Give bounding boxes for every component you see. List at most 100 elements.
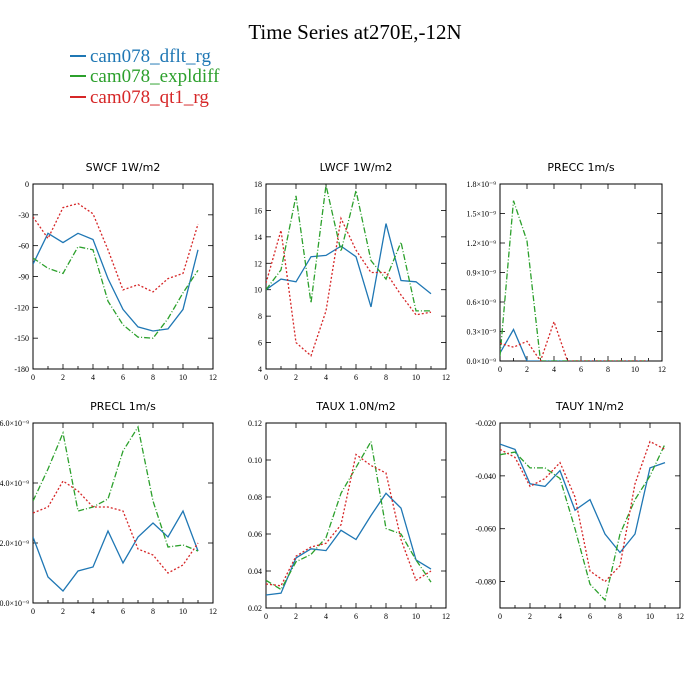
- x-tick-label-precl: 4: [91, 607, 95, 616]
- x-tick-label-tauy: 0: [498, 612, 502, 621]
- y-tick-label-lwcf: 10: [254, 286, 262, 295]
- panel-lwcf: LWCF 1W/m2 0 2 4 6 8 10 12 4 6 8 10 12 14 16 18: [254, 161, 450, 382]
- series-line-cam078-dflt-rg-precc: [500, 328, 649, 361]
- series-line-cam078-expldiff-precl: [33, 425, 199, 552]
- x-tick-label-tauy: 2: [528, 612, 532, 621]
- y-tick-label-swcf: -120: [14, 303, 29, 312]
- y-tick-label-precc: 0.9×10⁻⁹: [466, 269, 496, 278]
- x-tick-label-precc: 2: [525, 365, 529, 374]
- series-line-cam078-dflt-rg-lwcf: [266, 223, 432, 308]
- panel-taux: TAUX 1.0N/m2 0 2 4 6 8 10 12 0.02 0.04 0.06 0.08 0.1…: [248, 400, 450, 621]
- y-tick-label-swcf: -150: [14, 334, 29, 343]
- legend-label-expldiff: cam078_expldiff: [90, 66, 220, 87]
- y-tick-label-tauy: -0.020: [475, 419, 496, 428]
- series-line-cam078-qt1-rg-precl: [33, 480, 199, 574]
- x-tick-label-precc: 6: [579, 365, 583, 374]
- series-line-cam078-dflt-rg-tauy: [500, 443, 666, 554]
- y-tick-label-swcf: -90: [18, 273, 29, 282]
- series-line-cam078-expldiff-precc: [500, 200, 649, 361]
- x-tick-label-taux: 8: [384, 612, 388, 621]
- x-tick-label-swcf: 12: [209, 373, 217, 382]
- x-tick-label-precl: 2: [61, 607, 65, 616]
- x-tick-label-precl: 10: [179, 607, 187, 616]
- x-tick-label-lwcf: 12: [442, 373, 450, 382]
- y-tick-label-precc: 1.2×10⁻⁹: [466, 239, 496, 248]
- y-tick-label-precl: 2.0×10⁻⁹: [0, 539, 29, 548]
- x-tick-label-precc: 4: [552, 365, 556, 374]
- y-tick-label-lwcf: 12: [254, 259, 262, 268]
- y-tick-label-swcf: 0: [25, 180, 29, 189]
- y-tick-label-precc: 0.0×10⁻⁹: [466, 357, 496, 366]
- y-tick-label-precc: 1.5×10⁻⁹: [466, 210, 496, 219]
- series-line-cam078-expldiff-lwcf: [266, 185, 431, 312]
- chart-panels: SWCF 1W/m2 0 2 4 6 8 10 12 -180 -150 -120 -90 -60 -30…: [0, 161, 684, 621]
- x-tick-label-lwcf: 10: [412, 373, 420, 382]
- x-tick-label-taux: 2: [294, 612, 298, 621]
- panel-precc: PRECC 1m/s 0 2 4 6 8 10 12 0.0×10⁻⁹ 0.3×10⁻⁹ 0.6×1…: [466, 161, 666, 374]
- y-tick-label-lwcf: 4: [258, 365, 262, 374]
- panel-title-swcf: SWCF 1W/m2: [86, 161, 161, 174]
- panel-title-taux: TAUX 1.0N/m2: [315, 400, 396, 413]
- x-tick-label-taux: 4: [324, 612, 328, 621]
- x-tick-label-taux: 12: [442, 612, 450, 621]
- x-tick-label-tauy: 10: [646, 612, 654, 621]
- y-tick-label-taux: 0.08: [248, 493, 262, 502]
- y-tick-label-precl: 4.0×10⁻⁹: [0, 479, 29, 488]
- x-tick-label-precl: 6: [121, 607, 125, 616]
- x-tick-label-precc: 12: [658, 365, 666, 374]
- x-tick-label-swcf: 6: [121, 373, 125, 382]
- x-tick-label-precc: 10: [631, 365, 639, 374]
- y-tick-label-lwcf: 8: [258, 312, 262, 321]
- y-tick-label-taux: 0.10: [248, 456, 262, 465]
- panel-title-lwcf: LWCF 1W/m2: [320, 161, 393, 174]
- panel-swcf: SWCF 1W/m2 0 2 4 6 8 10 12 -180 -150 -120 -90 -60 -30…: [14, 161, 217, 382]
- series-line-cam078-qt1-rg-taux: [266, 453, 432, 587]
- y-tick-label-swcf: -30: [18, 211, 29, 220]
- x-tick-label-precc: 8: [606, 365, 610, 374]
- x-tick-label-tauy: 4: [558, 612, 562, 621]
- series-line-cam078-qt1-rg-tauy: [500, 440, 666, 583]
- y-tick-label-taux: 0.06: [248, 530, 262, 539]
- x-tick-label-lwcf: 8: [384, 373, 388, 382]
- y-tick-label-precc: 0.3×10⁻⁹: [466, 328, 496, 337]
- y-tick-label-taux: 0.04: [248, 567, 262, 576]
- panel-tauy: TAUY 1N/m2 0 2 4 6 8 10 12 -0.080 -0.060 -0.040 -0.…: [475, 400, 684, 621]
- x-tick-label-swcf: 4: [91, 373, 95, 382]
- y-tick-label-tauy: -0.060: [475, 525, 496, 534]
- y-tick-label-precl: 6.0×10⁻⁹: [0, 419, 29, 428]
- y-tick-label-swcf: -180: [14, 365, 29, 374]
- x-tick-label-lwcf: 4: [324, 373, 328, 382]
- figure-title: Time Series at270E,-12N: [248, 20, 461, 44]
- y-tick-label-taux: 0.02: [248, 604, 262, 613]
- x-tick-label-swcf: 0: [31, 373, 35, 382]
- y-tick-label-lwcf: 14: [254, 233, 262, 242]
- series-line-cam078-qt1-rg-lwcf: [266, 216, 432, 357]
- panel-title-precc: PRECC 1m/s: [547, 161, 615, 174]
- x-tick-label-precc: 0: [498, 365, 502, 374]
- legend-label-dflt: cam078_dflt_rg: [90, 46, 212, 67]
- y-tick-label-taux: 0.12: [248, 419, 262, 428]
- series-line-cam078-expldiff-swcf: [33, 245, 199, 339]
- x-tick-label-swcf: 2: [61, 373, 65, 382]
- y-tick-label-tauy: -0.040: [475, 472, 496, 481]
- series-line-cam078-dflt-rg-swcf: [33, 232, 199, 332]
- y-tick-label-lwcf: 6: [258, 339, 262, 348]
- y-tick-label-lwcf: 16: [254, 206, 262, 215]
- x-tick-label-lwcf: 2: [294, 373, 298, 382]
- panel-title-precl: PRECL 1m/s: [90, 400, 156, 413]
- y-tick-label-precc: 0.6×10⁻⁹: [466, 298, 496, 307]
- x-tick-label-tauy: 6: [588, 612, 592, 621]
- x-tick-label-tauy: 12: [676, 612, 684, 621]
- x-tick-label-swcf: 8: [151, 373, 155, 382]
- x-tick-label-swcf: 10: [179, 373, 187, 382]
- x-tick-label-taux: 10: [412, 612, 420, 621]
- x-tick-label-precl: 8: [151, 607, 155, 616]
- panel-title-tauy: TAUY 1N/m2: [555, 400, 624, 413]
- x-tick-label-lwcf: 6: [354, 373, 358, 382]
- x-tick-label-tauy: 8: [618, 612, 622, 621]
- x-tick-label-lwcf: 0: [264, 373, 268, 382]
- y-tick-label-precl: 0.0×10⁻⁹: [0, 599, 29, 608]
- panel-precl: PRECL 1m/s 0 2 4 6 8 10 12 0.0×10⁻⁹ 2.0×10⁻⁹ 4.0×1…: [0, 400, 217, 616]
- x-tick-label-precl: 12: [209, 607, 217, 616]
